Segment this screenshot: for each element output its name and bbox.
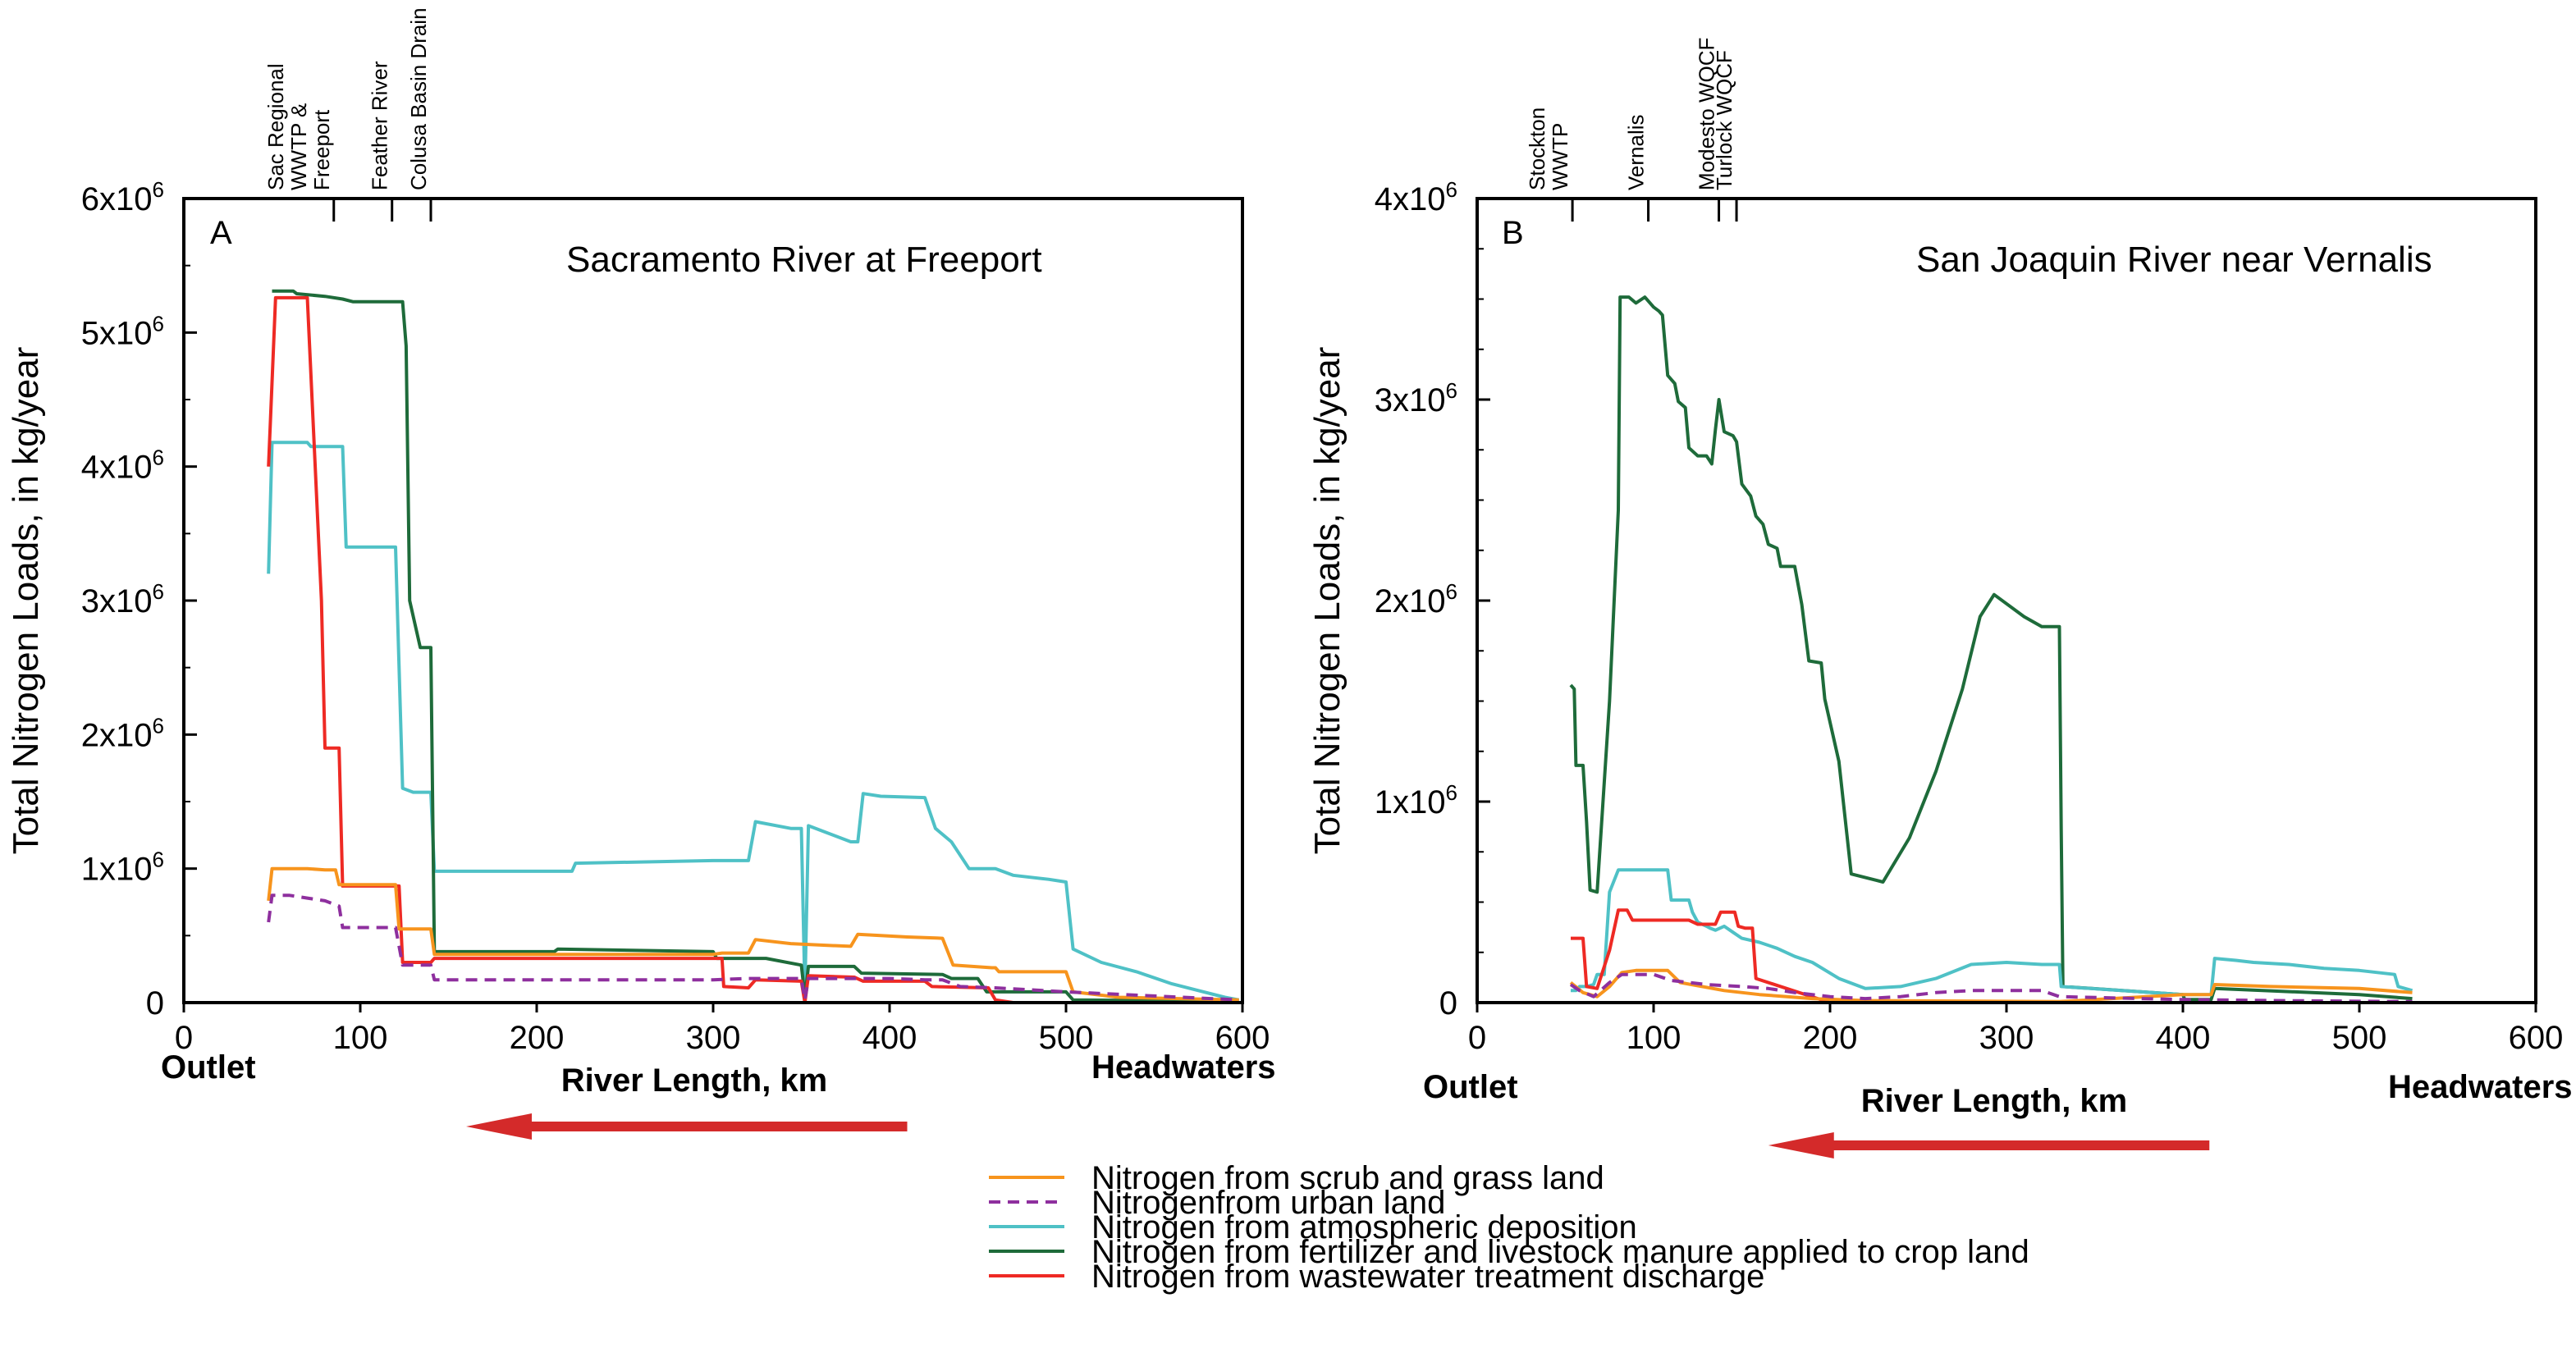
site-label-b: WWTP <box>1548 123 1572 190</box>
y-axis-label-a: Total Nitrogen Loads, in kg/year <box>6 347 46 855</box>
y-tick-label-b: 0 <box>1439 985 1457 1021</box>
arrow-head-b <box>1768 1132 1834 1158</box>
series-line-urban-a <box>267 893 1239 1002</box>
flow-direction-arrow-a <box>466 1113 908 1140</box>
site-label-a: Sac Regional <box>263 63 288 190</box>
y-tick-label-a: 5x106 <box>81 311 164 351</box>
axes-a: 0 100 200 300 400 500 600 0 1x106 2x106 3x106 4x106… <box>81 7 1270 1056</box>
site-label-b: Vernalis <box>1624 115 1649 191</box>
y-tick-label-a: 0 <box>146 985 164 1021</box>
series-group-a <box>267 289 1240 1003</box>
panel-title-b: San Joaquin River near Vernalis <box>1916 240 2432 280</box>
outlet-label-a: Outlet <box>161 1049 256 1085</box>
series-line-atmos-a <box>267 441 1240 1002</box>
headwaters-label-b: Headwaters <box>2388 1069 2573 1105</box>
x-tick-label-b: 400 <box>2156 1020 2211 1056</box>
x-axis-label-a: River Length, km <box>561 1063 828 1099</box>
x-tick-label-b: 300 <box>1979 1020 2034 1056</box>
series-line-fert-b <box>1569 295 2413 1002</box>
x-tick-label-b: 600 <box>2509 1020 2564 1056</box>
series-line-urban-b <box>1569 972 2413 1003</box>
x-tick-label-a: 500 <box>1039 1020 1094 1056</box>
plot-frame-a <box>182 197 1244 1004</box>
x-tick-label-b: 100 <box>1627 1020 1681 1056</box>
series-line-scrub-b <box>1569 968 2413 1003</box>
plot-frame-b <box>1476 197 2537 1004</box>
panel-letter-a: A <box>210 215 232 251</box>
legend-label-atmos: Nitrogen from atmospheric deposition <box>1091 1209 1637 1245</box>
legend-label-wwtp: Nitrogen from wastewater treatment disch… <box>1091 1259 1764 1295</box>
x-tick-label-a: 300 <box>686 1020 741 1056</box>
legend-label-scrub: Nitrogen from scrub and grass land <box>1091 1160 1604 1196</box>
chart-panel-a: 0 100 200 300 400 500 600 0 1x106 2x106 3x106 4x106… <box>6 7 1276 1140</box>
x-tick-label-a: 200 <box>510 1020 565 1056</box>
x-tick-label-a: 0 <box>175 1020 193 1056</box>
series-group-b <box>1569 295 2414 1003</box>
x-tick-label-a: 400 <box>862 1020 917 1056</box>
series-line-scrub-a <box>267 866 1239 1002</box>
x-tick-label-a: 100 <box>333 1020 388 1056</box>
y-tick-label-b: 1x106 <box>1375 780 1457 820</box>
flow-direction-arrow-b <box>1768 1132 2210 1158</box>
axes-b: 0 100 200 300 400 500 600 0 1x106 2x106 3x106 4x106… <box>1375 38 2564 1056</box>
y-tick-label-b: 4x106 <box>1375 177 1457 217</box>
x-tick-label-a: 600 <box>1215 1020 1270 1056</box>
y-tick-label-a: 1x106 <box>81 848 164 888</box>
y-tick-label-b: 3x106 <box>1375 378 1457 418</box>
y-tick-label-a: 6x106 <box>81 177 164 217</box>
y-tick-label-a: 2x106 <box>81 713 164 753</box>
site-label-b: Stockton <box>1525 107 1549 190</box>
site-label-a: Feather River <box>368 61 392 190</box>
site-label-a: WWTP & <box>286 103 311 190</box>
site-label-b: Modesto WQCF <box>1695 38 1719 190</box>
chart-panel-b: 0 100 200 300 400 500 600 0 1x106 2x106 3x106 4x106… <box>1307 38 2573 1158</box>
series-line-fert-a <box>272 289 1239 1003</box>
legend-label-fert: Nitrogen from fertilizer and livestock m… <box>1091 1234 2029 1270</box>
arrow-head-a <box>466 1113 532 1140</box>
panel-title-a: Sacramento River at Freeport <box>566 240 1042 280</box>
y-tick-label-a: 3x106 <box>81 579 164 619</box>
y-axis-label-b: Total Nitrogen Loads, in kg/year <box>1307 347 1347 855</box>
series-line-wwtp-a <box>267 295 1239 1003</box>
panel-letter-b: B <box>1502 215 1524 251</box>
y-tick-label-b: 2x106 <box>1375 579 1457 619</box>
y-tick-label-a: 4x106 <box>81 446 164 486</box>
x-tick-label-b: 500 <box>2332 1020 2387 1056</box>
outlet-label-b: Outlet <box>1423 1069 1518 1105</box>
site-label-a: Freeport <box>309 109 334 190</box>
site-label-a: Colusa Basin Drain <box>406 7 431 190</box>
headwaters-label-a: Headwaters <box>1091 1049 1276 1085</box>
x-tick-label-b: 0 <box>1468 1020 1486 1056</box>
x-tick-label-b: 200 <box>1803 1020 1858 1056</box>
series-line-wwtp-b <box>1571 908 2413 1003</box>
x-axis-label-b: River Length, km <box>1861 1083 2128 1119</box>
series-line-atmos-b <box>1571 868 2414 997</box>
legend: Nitrogen from scrub and grass landNitrog… <box>989 1160 2029 1295</box>
site-label-b: Turlock WQCF <box>1712 50 1736 190</box>
legend-label-urban: Nitrogenfrom urban land <box>1091 1185 1445 1221</box>
